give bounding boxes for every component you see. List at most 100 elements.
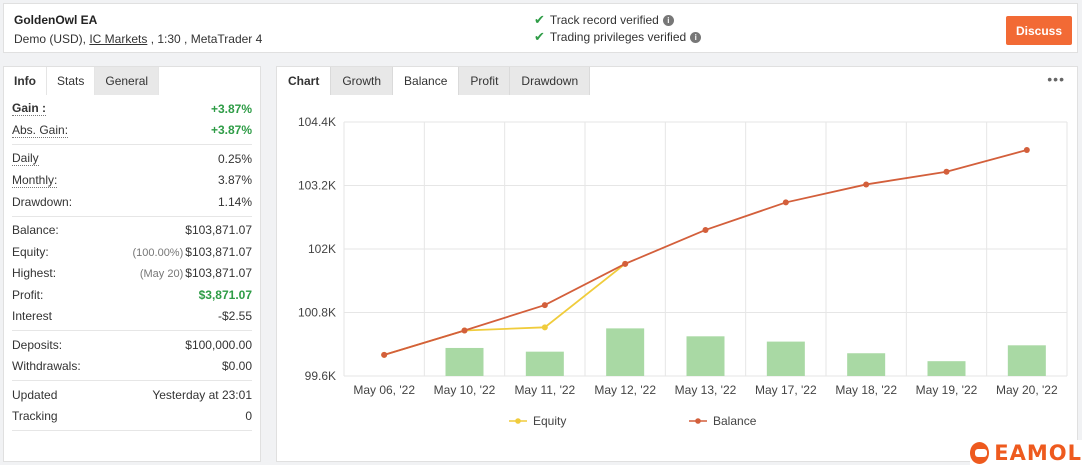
stat-label: Monthly: [12, 172, 58, 188]
check-icon: ✔ [534, 29, 545, 44]
y-tick-label: 104.4K [298, 115, 336, 129]
stat-label: Interest [12, 309, 53, 324]
tab-general[interactable]: General [95, 67, 160, 95]
stats-list: Gain : +3.87% Abs. Gain: +3.87% Daily 0.25% Mo… [4, 95, 260, 431]
chart-panel: Chart Growth Balance Profit Drawdown •••… [276, 66, 1078, 462]
x-tick-label: May 20, '22 [996, 383, 1058, 397]
stat-label: Daily [12, 151, 39, 167]
y-tick-label: 100.8K [298, 306, 336, 320]
info-icon[interactable]: i [662, 14, 674, 26]
stat-row: Monthly: 3.87% [12, 170, 252, 192]
x-tick-label: May 18, '22 [835, 383, 897, 397]
stat-value-text: Yesterday at 23:01 [152, 387, 252, 402]
account-subtitle: Demo (USD), IC Markets , 1:30 , MetaTrad… [14, 32, 262, 46]
stat-value: (May 20) $103,871.07 [140, 266, 252, 280]
legend-label: Balance [713, 414, 757, 428]
stat-label: Highest: [12, 266, 57, 281]
tab-balance[interactable]: Balance [393, 67, 460, 95]
check-icon: ✔ [534, 12, 545, 27]
broker-link[interactable]: IC Markets [89, 32, 148, 46]
tab-profit[interactable]: Profit [459, 67, 511, 95]
stats-panel: Info Stats General Gain : +3.87% Abs. Gain… [3, 66, 261, 462]
stat-value-text: 3.87% [217, 173, 252, 188]
series-line-balance [383, 149, 1028, 356]
stat-row: Equity: (100.00%) $103,871.07 [12, 241, 252, 263]
stat-value: $0.00 [222, 359, 252, 373]
track-record-label: Track record verified [549, 13, 659, 27]
stat-label: Abs. Gain: [12, 122, 69, 138]
stat-value-text: -$2.55 [217, 309, 252, 324]
bar [766, 341, 805, 376]
stat-group: Deposits: $100,000.00 Withdrawals: $0.00 [12, 331, 252, 381]
y-tick-label: 103.2K [298, 179, 336, 193]
stat-label: Updated [12, 387, 58, 402]
stat-value-text: $0.00 [221, 359, 252, 374]
tab-growth[interactable]: Growth [331, 67, 394, 95]
stat-label: Deposits: [12, 337, 63, 352]
legend-marker [515, 418, 521, 424]
stat-value-text: +3.87% [210, 123, 252, 138]
data-point-balance [863, 181, 870, 188]
stat-label: Gain : [12, 101, 47, 117]
bar [1007, 345, 1046, 376]
stat-value: $100,000.00 [185, 338, 252, 352]
stat-row: Balance: $103,871.07 [12, 220, 252, 242]
tab-stats[interactable]: Stats [47, 67, 96, 95]
stat-value-text: 0.25% [217, 151, 252, 166]
account-title: GoldenOwl EA [14, 13, 98, 27]
left-tabs: Info Stats General [4, 67, 260, 95]
tab-drawdown[interactable]: Drawdown [510, 67, 591, 95]
stat-value: 1.14% [218, 195, 252, 209]
stat-value: -$2.55 [218, 309, 252, 323]
data-point-balance [541, 302, 548, 309]
stat-label: Balance: [12, 223, 59, 238]
tab-chart[interactable]: Chart [277, 67, 332, 95]
data-point-balance [622, 260, 629, 267]
stat-value-text: $103,871.07 [185, 244, 252, 259]
account-type: Demo (USD), [14, 32, 90, 46]
stat-value: 0 [245, 409, 252, 423]
stat-label: Tracking [12, 409, 58, 424]
discuss-button[interactable]: Discuss [1006, 16, 1072, 45]
info-icon[interactable]: i [690, 31, 702, 43]
x-tick-label: May 11, '22 [514, 383, 575, 397]
stat-value-text: $103,871.07 [185, 223, 252, 238]
stat-value: 0.25% [218, 152, 252, 166]
stat-value: $103,871.07 [185, 223, 252, 237]
stat-label: Profit: [12, 287, 44, 302]
x-tick-label: May 17, '22 [755, 383, 817, 397]
x-tick-label: May 10, '22 [434, 383, 496, 397]
data-point-balance [461, 327, 468, 334]
more-options-icon[interactable]: ••• [1047, 71, 1065, 87]
stat-value-text: $100,000.00 [185, 337, 252, 352]
data-point-balance [782, 199, 789, 206]
stat-row: Daily 0.25% [12, 148, 252, 170]
x-tick-label: May 19, '22 [916, 383, 978, 397]
stat-group: Daily 0.25% Monthly: 3.87% Drawdown: 1.14% [12, 145, 252, 217]
data-point-balance [381, 351, 388, 358]
stat-group: Balance: $103,871.07 Equity: (100.00%) $103,… [12, 217, 252, 331]
stat-note: (100.00%) [132, 246, 184, 259]
stat-group: Updated Yesterday at 23:01 Tracking 0 [12, 381, 252, 431]
stat-row: Interest -$2.55 [12, 306, 252, 328]
stat-label: Equity: [12, 244, 49, 259]
trading-privileges-label: Trading privileges verified [549, 30, 687, 44]
data-point-equity [541, 324, 548, 331]
account-header: GoldenOwl EA Demo (USD), IC Markets , 1:… [3, 3, 1078, 53]
stat-row: Abs. Gain: +3.87% [12, 120, 252, 142]
tab-info[interactable]: Info [4, 67, 47, 95]
account-details: , 1:30 , MetaTrader 4 [147, 32, 263, 46]
stat-value-text: +3.87% [210, 101, 252, 116]
stat-value: 3.87% [218, 173, 252, 187]
chart-tabs: Chart Growth Balance Profit Drawdown [277, 67, 1077, 95]
stat-value: +3.87% [211, 102, 252, 116]
stat-label: Drawdown: [12, 194, 73, 209]
y-tick-label: 99.6K [305, 369, 336, 383]
track-record-verified: ✔ Track record verified i [534, 12, 674, 28]
bar [525, 351, 564, 376]
x-tick-label: May 12, '22 [594, 383, 656, 397]
stat-label: Withdrawals: [12, 359, 81, 374]
stat-row: Gain : +3.87% [12, 98, 252, 120]
bar [686, 336, 725, 376]
stat-row: Updated Yesterday at 23:01 [12, 384, 252, 406]
